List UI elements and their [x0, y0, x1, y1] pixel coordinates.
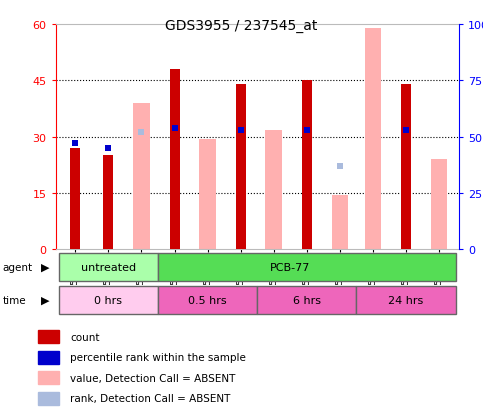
Text: percentile rank within the sample: percentile rank within the sample — [70, 352, 246, 362]
Bar — [266, 131, 282, 250]
Bar — [356, 287, 455, 314]
Text: ▶: ▶ — [41, 262, 50, 272]
Text: untreated: untreated — [81, 262, 136, 273]
Bar — [257, 287, 356, 314]
Bar — [38, 330, 58, 343]
Text: time: time — [2, 295, 26, 305]
Bar — [103, 156, 114, 250]
Bar — [365, 29, 381, 250]
Bar — [38, 351, 58, 364]
Bar — [236, 85, 246, 250]
Text: 6 hrs: 6 hrs — [293, 295, 321, 306]
Bar — [38, 371, 58, 384]
Bar — [59, 287, 158, 314]
Bar — [59, 254, 158, 281]
Text: PCB-77: PCB-77 — [270, 262, 311, 273]
Text: 0.5 hrs: 0.5 hrs — [188, 295, 227, 306]
Text: 0 hrs: 0 hrs — [95, 295, 122, 306]
Text: agent: agent — [2, 262, 32, 272]
Text: GDS3955 / 237545_at: GDS3955 / 237545_at — [165, 19, 318, 33]
Bar — [38, 392, 58, 405]
Bar — [71, 149, 80, 250]
Bar — [133, 104, 150, 250]
Text: count: count — [70, 332, 99, 342]
Text: rank, Detection Call = ABSENT: rank, Detection Call = ABSENT — [70, 393, 230, 403]
Text: 24 hrs: 24 hrs — [388, 295, 424, 306]
Bar — [401, 85, 411, 250]
Text: ▶: ▶ — [41, 295, 50, 305]
Bar — [158, 254, 455, 281]
Bar — [158, 287, 257, 314]
Bar — [170, 70, 180, 250]
Bar — [199, 140, 216, 250]
Bar — [431, 160, 447, 250]
Text: value, Detection Call = ABSENT: value, Detection Call = ABSENT — [70, 373, 235, 383]
Bar — [331, 196, 348, 250]
Bar — [302, 81, 312, 250]
